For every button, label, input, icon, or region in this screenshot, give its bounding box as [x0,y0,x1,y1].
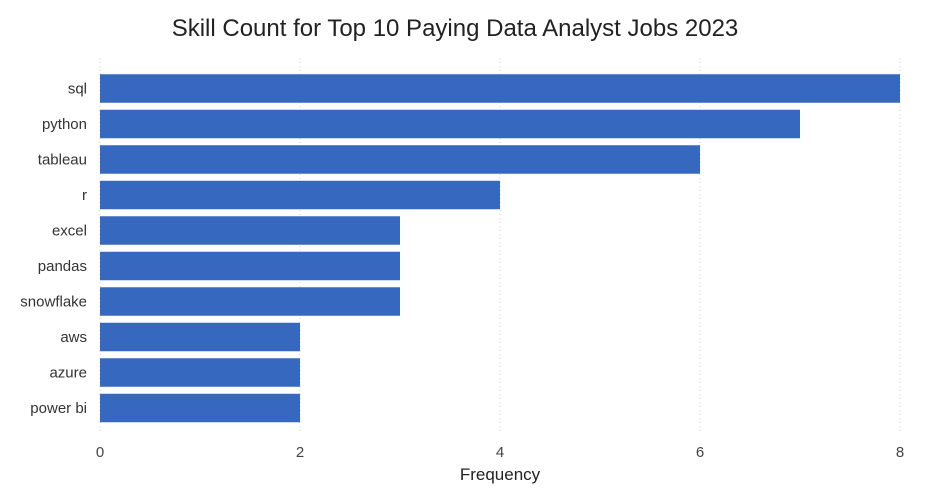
chart-title: Skill Count for Top 10 Paying Data Analy… [172,15,739,42]
x-tick-labels: 0 2 4 6 8 [96,444,904,461]
category-label: power bi [30,400,87,417]
x-tick-label: 4 [496,444,504,461]
bars [100,74,900,423]
x-tick-label: 8 [896,444,904,461]
category-labels: sql python tableau r excel pandas snowflake aws… [20,81,87,418]
category-label: sql [68,81,87,98]
bar-excel [100,216,400,245]
bar-aws [100,322,300,352]
category-label: python [42,116,87,133]
x-axis-title: Frequency [460,465,541,484]
bar-snowflake [100,287,400,316]
bar-sql [100,74,900,103]
bar-tableau [100,145,700,174]
bar-pandas [100,251,400,281]
bar-power-bi [100,393,300,423]
bar-azure [100,358,300,387]
x-tick-label: 2 [296,444,304,461]
category-label: snowflake [20,294,87,311]
category-label: excel [52,223,87,240]
bar-python [100,109,800,139]
category-label: tableau [38,152,87,169]
bar-r [100,180,500,210]
x-tick-label: 6 [696,444,704,461]
category-label: aws [60,329,87,346]
category-label: azure [49,365,87,382]
category-label: pandas [38,258,87,275]
category-label: r [82,187,87,204]
x-tick-label: 0 [96,444,104,461]
